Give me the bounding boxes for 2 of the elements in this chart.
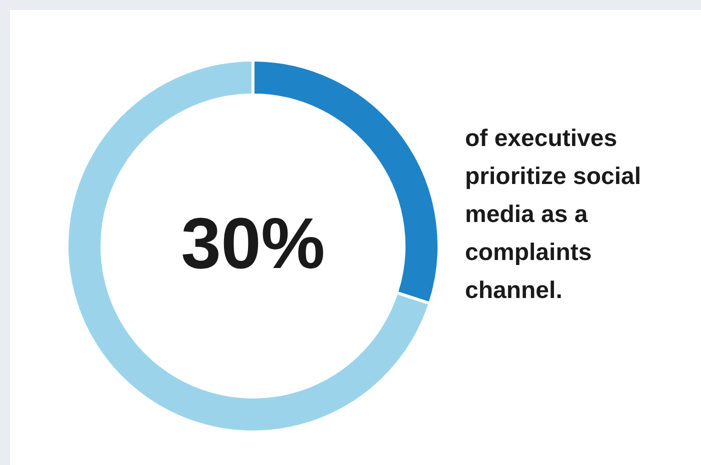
text: 30% [180, 204, 326, 284]
text: of executives prioritize social media as a complaints channel. [465, 124, 642, 306]
